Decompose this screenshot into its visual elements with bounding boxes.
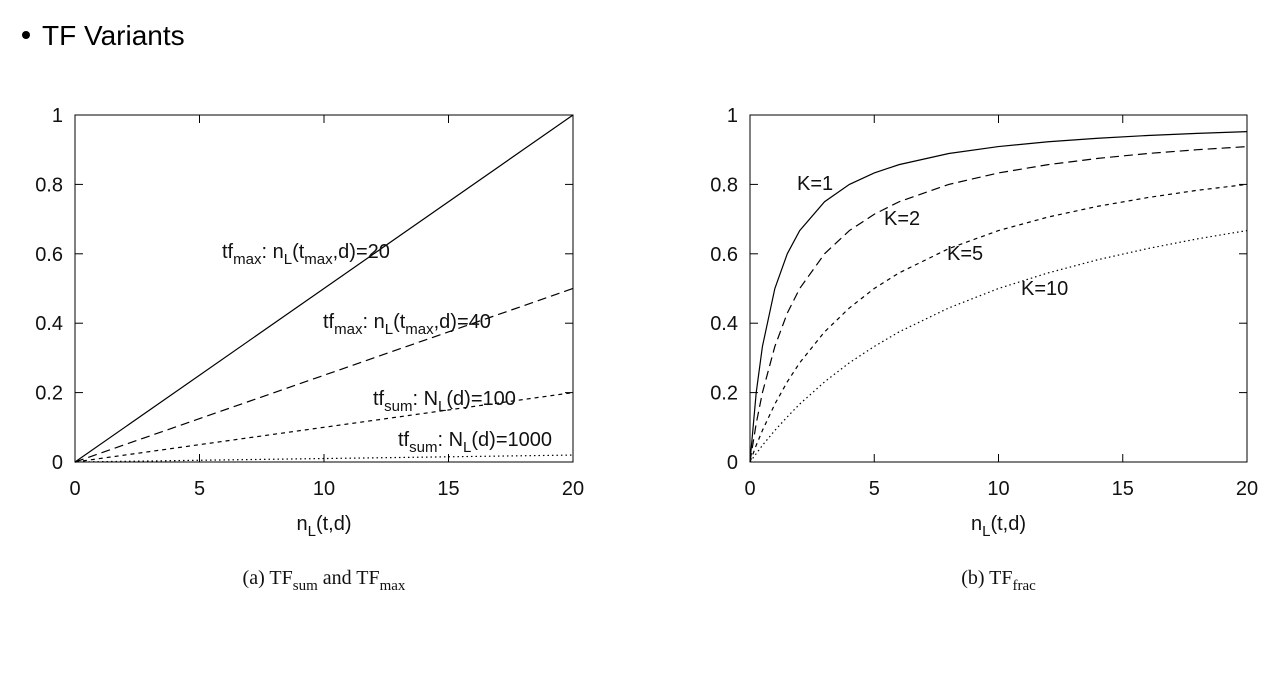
series-line xyxy=(74,114,574,463)
x-axis-label: nL(t,d) xyxy=(296,513,351,540)
series-label-part: L xyxy=(463,439,471,456)
x-axis-label-part: n xyxy=(296,513,307,535)
series-label: K=10 xyxy=(1021,278,1068,300)
slide-title: TF Variants xyxy=(42,20,185,51)
series-label: K=1 xyxy=(797,173,833,195)
x-tick-label: 10 xyxy=(313,478,335,500)
caption: (a) TFsum and TFmax xyxy=(243,567,406,594)
series-label-part: (t xyxy=(292,241,305,263)
caption-part: (a) TF xyxy=(243,567,293,589)
y-tick-label: 0 xyxy=(727,452,738,474)
series-label-part: K=10 xyxy=(1021,278,1068,300)
series-label-part: tf xyxy=(222,241,234,263)
series-label-part: (d)=100 xyxy=(446,388,516,410)
series-line xyxy=(749,229,1248,463)
x-axis-label-part: (t,d) xyxy=(990,513,1026,535)
series-label: tfsum: NL(d)=1000 xyxy=(398,429,552,456)
caption-part: sum xyxy=(293,578,318,594)
y-tick-label: 0.8 xyxy=(710,174,738,196)
y-tick-label: 0.2 xyxy=(35,383,63,405)
x-tick-label: 20 xyxy=(1236,478,1258,500)
x-tick-label: 0 xyxy=(744,478,755,500)
series-label-part: : N xyxy=(412,388,438,410)
series-label-part: sum xyxy=(384,398,412,415)
series-label-part: (t xyxy=(393,311,406,333)
caption-part: max xyxy=(380,578,406,594)
x-tick-label: 15 xyxy=(1112,478,1134,500)
y-tick-label: 0.6 xyxy=(710,244,738,266)
plot-frame xyxy=(749,114,1248,463)
series-label-part: K=2 xyxy=(884,208,920,230)
series-label-part: tf xyxy=(323,311,335,333)
x-tick-label: 15 xyxy=(437,478,459,500)
x-axis-label-part: (t,d) xyxy=(316,513,352,535)
series-label-part: tf xyxy=(398,429,410,451)
series-label: tfmax: nL(tmax,d)=40 xyxy=(323,311,491,338)
y-tick-label: 0.2 xyxy=(710,383,738,405)
x-tick-label: 5 xyxy=(194,478,205,500)
series-label-part: : n xyxy=(261,241,283,263)
x-tick-label: 10 xyxy=(987,478,1009,500)
y-tick-label: 1 xyxy=(52,105,63,127)
series-label-part: tf xyxy=(373,388,385,410)
series-label-part: K=1 xyxy=(797,173,833,195)
series-label-part: sum xyxy=(409,439,437,456)
series-label: K=5 xyxy=(947,243,983,265)
series-label-part: ,d)=40 xyxy=(434,311,491,333)
x-axis-label-part: n xyxy=(971,513,982,535)
x-axis-label-part: L xyxy=(308,523,316,540)
series-label-part: K=5 xyxy=(947,243,983,265)
x-tick-label: 20 xyxy=(562,478,584,500)
series-line xyxy=(749,145,1248,463)
series-label-part: ,d)=20 xyxy=(333,241,390,263)
y-tick-label: 0.6 xyxy=(35,244,63,266)
series-line xyxy=(74,392,574,463)
series-label: tfsum: NL(d)=100 xyxy=(373,388,516,415)
series-label-part: max xyxy=(233,251,262,268)
caption-part: frac xyxy=(1013,578,1037,594)
x-axis-label: nL(t,d) xyxy=(971,513,1026,540)
series-label-part: : n xyxy=(362,311,384,333)
series-line xyxy=(74,287,574,463)
x-tick-label: 0 xyxy=(69,478,80,500)
bullet xyxy=(22,31,30,39)
y-tick-label: 0 xyxy=(52,452,63,474)
x-axis-label-part: L xyxy=(982,523,990,540)
series-label-part: L xyxy=(438,398,446,415)
series-label-part: (d)=1000 xyxy=(471,429,552,451)
series-line xyxy=(749,131,1248,463)
series-label-part: max xyxy=(304,251,333,268)
series-line xyxy=(749,183,1248,463)
y-tick-label: 0.8 xyxy=(35,174,63,196)
y-tick-label: 1 xyxy=(727,105,738,127)
series-label: tfmax: nL(tmax,d)=20 xyxy=(222,241,390,268)
series-label-part: L xyxy=(284,251,292,268)
series-label-part: : N xyxy=(437,429,463,451)
y-tick-label: 0.4 xyxy=(710,313,738,335)
series-label-part: max xyxy=(405,321,434,338)
x-tick-label: 5 xyxy=(869,478,880,500)
series-label-part: max xyxy=(334,321,363,338)
caption: (b) TFfrac xyxy=(961,567,1036,594)
series-line xyxy=(74,454,574,463)
caption-part: and TF xyxy=(318,567,380,589)
series-label: K=2 xyxy=(884,208,920,230)
y-tick-label: 0.4 xyxy=(35,313,63,335)
caption-part: (b) TF xyxy=(961,567,1012,589)
series-label-part: L xyxy=(385,321,393,338)
